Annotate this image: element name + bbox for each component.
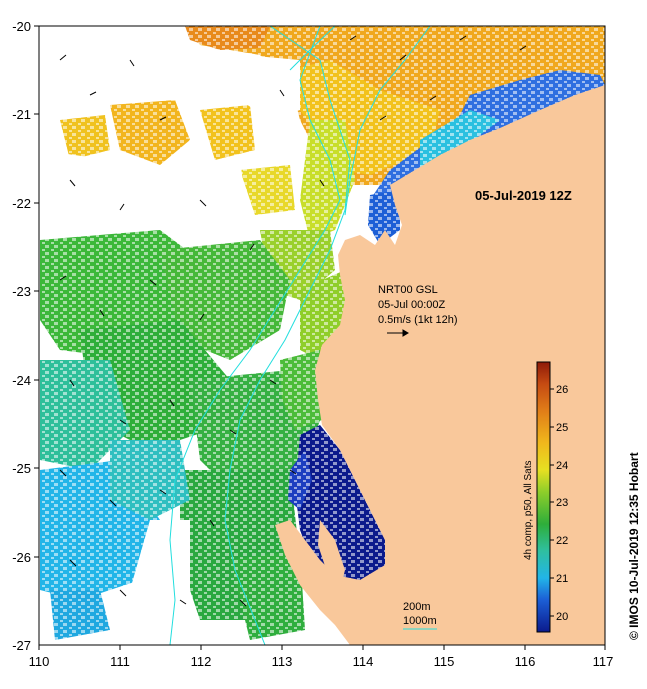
current-vectors (59, 35, 527, 607)
y-tick-label: -22 (12, 196, 31, 211)
y-tick-label: -23 (12, 284, 31, 299)
y-tick-label: -27 (12, 638, 31, 653)
x-tick-label: 114 (353, 654, 374, 669)
x-tick-label: 113 (272, 654, 293, 669)
depth-label-1000m: 1000m (403, 615, 437, 627)
colorbar-tick-label: 22 (556, 535, 568, 547)
land-mass (275, 85, 605, 645)
y-tick-label: -20 (12, 19, 31, 34)
cloud-mask (39, 26, 300, 640)
map-datetime: 05-Jul-2019 12Z (475, 188, 572, 203)
scale-arrow-icon (387, 329, 409, 337)
y-tick-label: -26 (12, 550, 31, 565)
map-plot-area (39, 26, 605, 645)
depth-label-200m: 200m (403, 601, 431, 613)
x-axis-labels: 110 111 112 113 114 115 116 117 (29, 654, 614, 669)
sst-colorbar: 20 21 22 23 24 25 26 4h comp, p50, All S… (523, 361, 568, 633)
x-tick-label: 110 (29, 654, 50, 669)
x-tick-label: 117 (593, 654, 614, 669)
current-source-label: NRT00 GSL (378, 284, 438, 296)
isobath-lines (169, 26, 431, 645)
x-tick-label: 116 (515, 654, 536, 669)
map-frame (38, 25, 606, 646)
colorbar-tick-label: 20 (556, 611, 568, 623)
x-tick-label: 115 (434, 654, 455, 669)
x-tick-label: 112 (191, 654, 212, 669)
y-tick-label: -25 (12, 461, 31, 476)
colorbar-tick-label: 24 (556, 460, 568, 472)
axis-ticks (34, 25, 606, 650)
x-tick-label: 111 (110, 654, 130, 669)
current-date-label: 05-Jul 00:00Z (378, 299, 446, 311)
colorbar-tick-label: 23 (556, 497, 568, 509)
current-scale-label: 0.5m/s (1kt 12h) (378, 314, 457, 326)
colorbar-title: 4h comp, p50, All Sats (523, 460, 534, 560)
y-tick-label: -21 (12, 107, 31, 122)
colorbar-tick-label: 21 (556, 573, 568, 585)
colorbar-tick-label: 26 (556, 384, 568, 396)
y-tick-label: -24 (12, 373, 31, 388)
colorbar-tick-label: 25 (556, 422, 568, 434)
credit-label: © IMOS 10-Jul-2019 12:35 Hobart (627, 452, 641, 640)
y-axis-labels: -20 -21 -22 -23 -24 -25 -26 -27 (12, 19, 31, 653)
